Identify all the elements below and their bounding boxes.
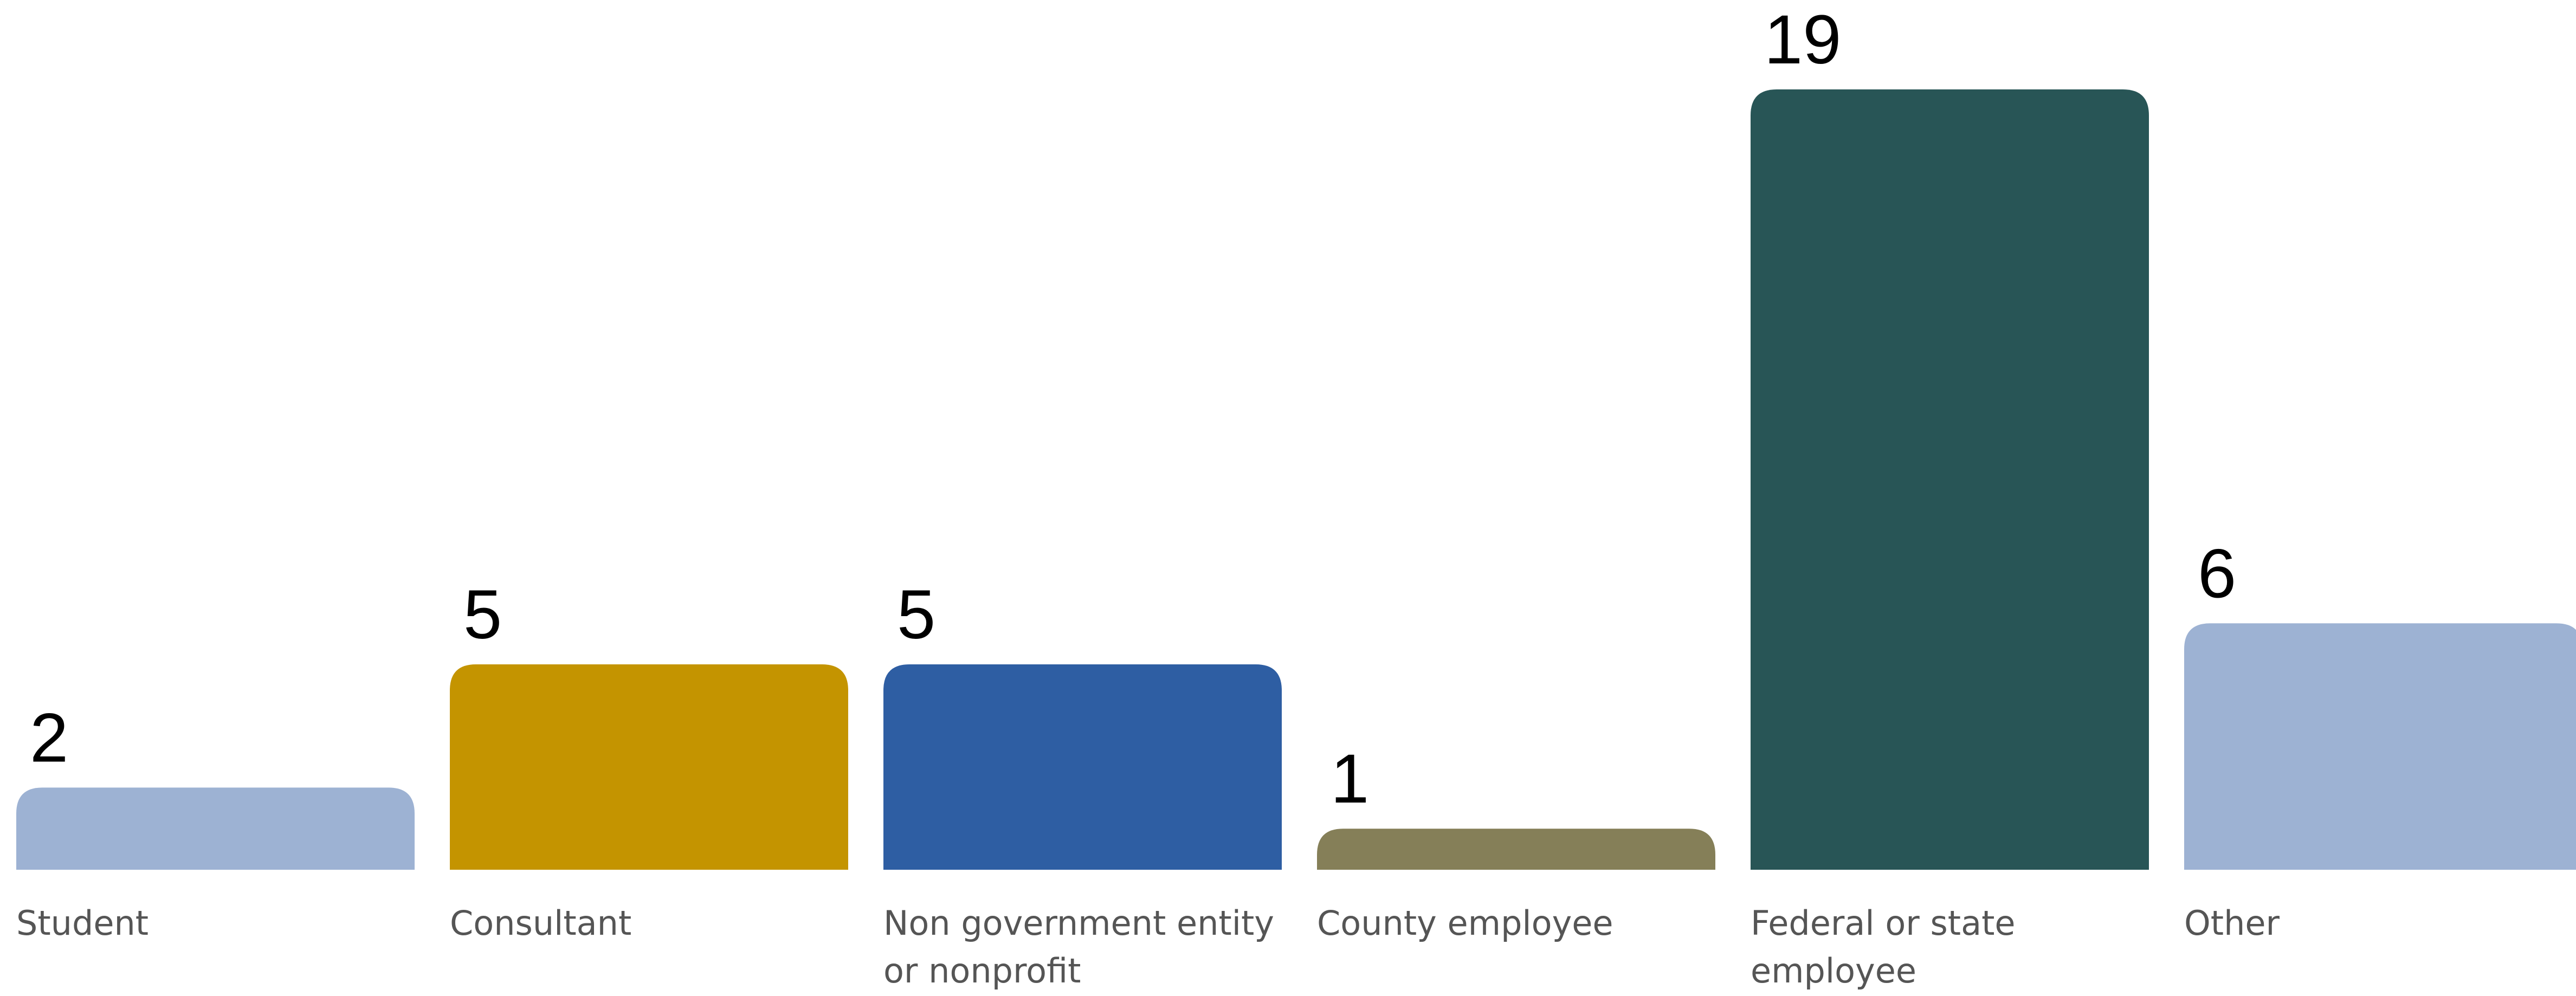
data-label-0: 2 xyxy=(30,699,68,777)
bar-1 xyxy=(450,664,848,870)
category-label-1: Consultant xyxy=(450,903,632,943)
data-label-2: 5 xyxy=(897,576,935,654)
bar-4 xyxy=(1751,89,2149,870)
bar-3 xyxy=(1317,829,1715,870)
bar-2 xyxy=(883,664,1282,870)
data-label-1: 5 xyxy=(463,576,502,654)
data-label-3: 1 xyxy=(1331,740,1369,818)
category-label-5: Other xyxy=(2184,903,2280,943)
data-label-4: 19 xyxy=(1764,1,1841,79)
category-label-4: Federal or state employee xyxy=(1751,903,2016,991)
bar-5 xyxy=(2184,623,2576,870)
category-label-2: Non government entity or nonprofit xyxy=(883,903,1274,991)
data-label-5: 6 xyxy=(2198,535,2236,612)
category-label-0: Student xyxy=(16,903,149,943)
bar-0 xyxy=(16,787,415,870)
category-label-3: County employee xyxy=(1317,903,1613,943)
